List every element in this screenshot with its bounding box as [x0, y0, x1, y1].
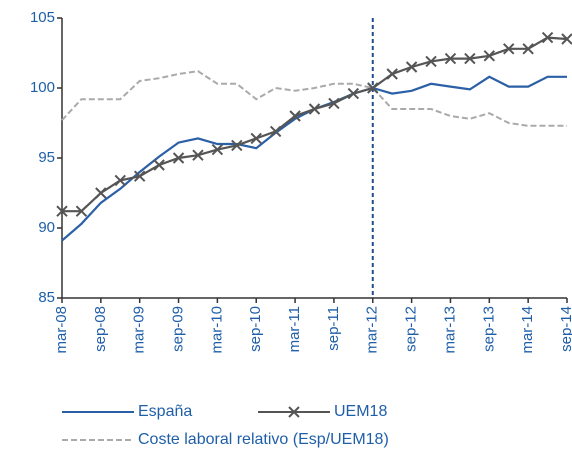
x-tick-label: sep-13: [480, 306, 497, 352]
marker: [483, 50, 496, 62]
marker: [444, 52, 457, 65]
x-tick-label: sep-14: [558, 306, 572, 352]
marker: [250, 132, 262, 145]
marker: [308, 103, 321, 115]
marker: [211, 143, 224, 156]
marker: [386, 68, 398, 80]
marker: [405, 61, 418, 73]
series-line: [61, 75, 567, 242]
marker: [367, 82, 379, 94]
x-tick-label: sep-08: [92, 306, 109, 352]
marker: [464, 52, 476, 65]
marker: [95, 187, 107, 199]
marker: [56, 205, 68, 217]
marker: [133, 170, 146, 182]
x-tick-label: mar-08: [53, 306, 70, 354]
marker: [541, 31, 554, 44]
x-tick-label: sep-10: [247, 306, 264, 352]
marker: [561, 33, 572, 45]
x-tick-label: mar-10: [208, 306, 225, 354]
x-tick-label: mar-11: [286, 306, 303, 352]
series-line: [61, 70, 567, 127]
marker: [425, 55, 437, 68]
legend-label: Coste laboral relativo (Esp/UEM18): [138, 431, 389, 448]
marker: [269, 125, 282, 138]
marker: [289, 110, 301, 122]
x-tick-label: mar-14: [519, 306, 536, 354]
legend-label: España: [138, 403, 192, 420]
marker: [192, 149, 204, 161]
series-line: [62, 36, 568, 213]
marker: [503, 43, 515, 55]
x-tick-label: mar-09: [131, 306, 148, 354]
y-tick-label: 95: [38, 149, 55, 166]
x-tick-label: sep-12: [403, 306, 420, 352]
marker: [231, 139, 243, 152]
legend-label: UEM18: [334, 403, 387, 420]
marker: [75, 205, 88, 217]
x-tick-label: sep-09: [170, 306, 187, 352]
marker: [172, 152, 185, 164]
x-tick-label: mar-12: [364, 306, 381, 354]
marker: [347, 87, 360, 100]
x-tick-label: mar-13: [441, 306, 458, 354]
y-tick-label: 105: [30, 9, 55, 26]
y-tick-label: 90: [38, 219, 55, 236]
x-tick-label: sep-11: [325, 306, 342, 351]
marker: [328, 97, 340, 110]
legend-marker: [288, 406, 300, 418]
y-tick-label: 85: [38, 289, 55, 306]
marker: [522, 43, 534, 55]
marker: [153, 159, 165, 171]
y-tick-label: 100: [30, 79, 55, 96]
marker: [114, 174, 126, 187]
